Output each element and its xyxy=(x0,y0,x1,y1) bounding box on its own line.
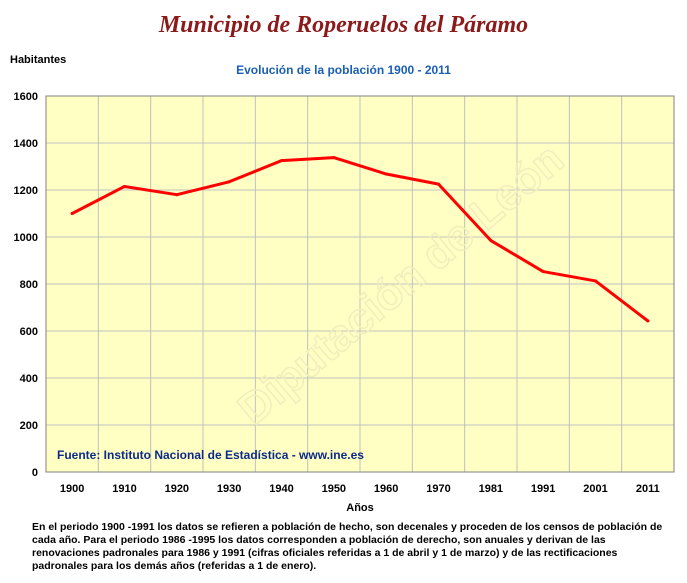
x-gridlines xyxy=(97,96,623,472)
x-tick-label: 1950 xyxy=(322,483,346,495)
data-point xyxy=(280,159,283,163)
x-tick-label: 1991 xyxy=(531,483,555,495)
data-point xyxy=(227,180,231,184)
footnote: En el periodo 1900 -1991 los datos se re… xyxy=(32,521,663,572)
data-point xyxy=(332,156,336,160)
data-point xyxy=(646,319,650,323)
data-point xyxy=(70,212,74,215)
x-tick-label: 2001 xyxy=(583,483,607,495)
population-line-chart: Diputación de León 020040060080010001200… xyxy=(14,91,675,514)
y-tick-label: 1200 xyxy=(14,185,38,197)
y-tick-label: 200 xyxy=(20,420,38,432)
data-point xyxy=(123,184,126,188)
y-tick-label: 1600 xyxy=(14,91,38,103)
y-tick-label: 800 xyxy=(20,279,38,291)
data-point xyxy=(437,182,440,186)
page-title: Municipio de Roperuelos del Páramo xyxy=(158,12,529,38)
x-tick-label: 1981 xyxy=(479,483,503,495)
x-tick-label: 1910 xyxy=(112,483,136,495)
plot-frame xyxy=(45,95,675,473)
population-series-line xyxy=(70,156,650,323)
x-tick-label: 1930 xyxy=(217,483,241,495)
x-tick-label: 1900 xyxy=(60,483,84,495)
y-tick-label: 400 xyxy=(20,373,38,385)
x-tick-label: 1920 xyxy=(165,483,189,495)
y-axis-unit-label: Habitantes xyxy=(10,54,67,66)
data-point xyxy=(594,279,597,283)
x-tick-label: 2011 xyxy=(636,483,660,495)
data-point xyxy=(541,270,545,274)
source-note: Fuente: Instituto Nacional de Estadístic… xyxy=(57,448,364,462)
chart-subtitle: Evolución de la población 1900 - 2011 xyxy=(236,63,451,77)
data-point xyxy=(384,172,388,176)
y-tick-labels: 0 200 400 600 800 1000 1200 1400 1600 xyxy=(14,91,38,479)
x-tick-label: 1960 xyxy=(374,483,398,495)
y-tick-label: 600 xyxy=(20,326,38,338)
x-axis-label: Años xyxy=(346,502,374,514)
x-tick-label: 1970 xyxy=(426,483,450,495)
y-tick-label: 1000 xyxy=(14,232,38,244)
data-point xyxy=(175,193,179,197)
y-tick-label: 1400 xyxy=(14,138,38,150)
y-tick-label: 0 xyxy=(32,467,38,479)
series-layer xyxy=(70,156,650,323)
x-tick-label: 1940 xyxy=(269,483,293,495)
data-point xyxy=(489,239,493,243)
x-tick-labels: 1900 1910 1920 1930 1940 1950 1960 1970 1981 1991… xyxy=(60,483,660,495)
